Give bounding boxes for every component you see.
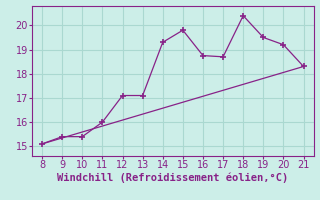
X-axis label: Windchill (Refroidissement éolien,°C): Windchill (Refroidissement éolien,°C) (57, 173, 288, 183)
